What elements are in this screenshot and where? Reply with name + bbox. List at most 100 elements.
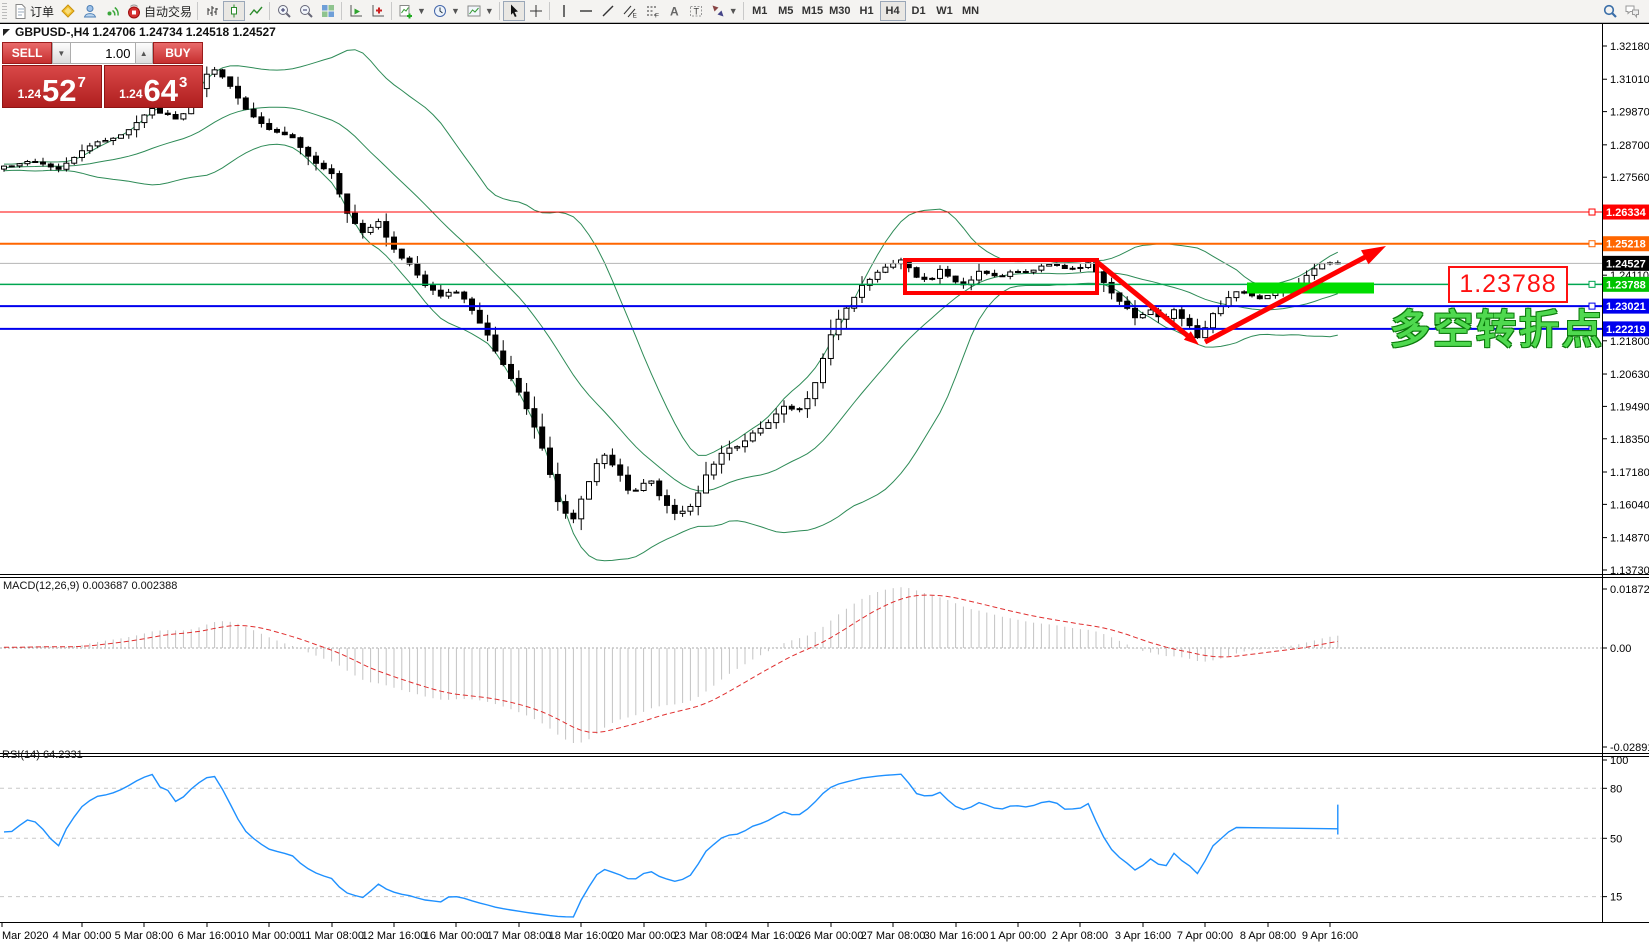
tile-windows-icon [320, 3, 336, 19]
timeframe-h1-button[interactable]: H1 [854, 1, 880, 21]
hline-1.25218[interactable] [0, 240, 1602, 248]
chat-button[interactable] [1621, 1, 1643, 21]
new-order-button[interactable]: 订单 [9, 1, 57, 21]
timeframe-m15-button[interactable]: M15 [799, 1, 826, 21]
timeframe-mn-button[interactable]: MN [958, 1, 984, 21]
timeframe-m30-button[interactable]: M30 [826, 1, 853, 21]
timeframe-m5-button[interactable]: M5 [773, 1, 799, 21]
templates-button[interactable]: ▼ [463, 1, 497, 21]
buy-price-prefix: 1.24 [119, 87, 143, 101]
draw-arrows-button[interactable]: ▼ [707, 1, 741, 21]
trend-zigzag-arrows[interactable] [1095, 246, 1386, 345]
timeframe-d1-button[interactable]: D1 [906, 1, 932, 21]
gem-icon [60, 3, 76, 19]
hline-1.22219[interactable] [0, 325, 1602, 333]
label-icon: T [688, 3, 704, 19]
auto-scroll-button[interactable] [345, 1, 367, 21]
macd-main-value: 0.003687 [82, 580, 129, 592]
one-click-trading-panel: SELL ▼ ▲ BUY 1.24 52 7 1.24 64 3 [2, 42, 203, 108]
chart-shift-button[interactable] [367, 1, 389, 21]
toolbar-grip[interactable] [2, 3, 7, 19]
bar-chart-button[interactable] [201, 1, 223, 21]
signals-button[interactable] [101, 1, 123, 21]
time-tick-label: 26 Mar 00:00 [799, 930, 864, 942]
signals-icon [104, 3, 120, 19]
trendline-icon [600, 3, 616, 19]
zoom-in-button[interactable] [273, 1, 295, 21]
zoom-in-icon [276, 3, 292, 19]
zoom-out-button[interactable] [295, 1, 317, 21]
price-axis[interactable]: 1.321801.310101.298701.287001.275601.241… [1602, 23, 1649, 922]
time-tick-label: 30 Mar 16:00 [924, 930, 989, 942]
cursor-icon [506, 3, 522, 19]
volume-increase-button[interactable]: ▲ [134, 42, 153, 64]
chevron-down-icon[interactable]: ▼ [484, 6, 494, 16]
volume-decrease-button[interactable]: ▼ [52, 42, 71, 64]
rsi-axis-label: 80 [1610, 783, 1622, 795]
timeframe-m1-button[interactable]: M1 [747, 1, 773, 21]
time-tick-label: 17 Mar 08:00 [487, 930, 552, 942]
rsi-indicator-label: RSI(14) 64.2331 [2, 749, 83, 761]
draw-text-button[interactable]: A [663, 1, 685, 21]
time-tick-label: 5 Mar 08:00 [115, 930, 174, 942]
new-order-icon [12, 3, 28, 19]
chevron-down-icon[interactable]: ▼ [728, 6, 738, 16]
price-badge [1603, 276, 1649, 292]
time-axis[interactable]: Mar 2020 4 Mar 00:00 5 Mar 08:00 6 Mar 16:0… [0, 922, 1649, 942]
price-badge [1603, 255, 1649, 271]
cursor-button[interactable] [502, 1, 525, 21]
price-badge-label: 1.25218 [1606, 239, 1646, 251]
line-chart-icon [248, 3, 264, 19]
draw-trendline-button[interactable] [597, 1, 619, 21]
candlestick-chart-button[interactable] [223, 1, 246, 21]
draw-fibonacci-button[interactable]: F [641, 1, 663, 21]
price-tick-label: 1.21800 [1610, 336, 1649, 348]
timeframe-w1-button[interactable]: W1 [932, 1, 958, 21]
autotrading-icon [126, 3, 142, 19]
profile-icon [82, 3, 98, 19]
price-badge-label: 1.23788 [1606, 279, 1646, 291]
tile-windows-button[interactable] [317, 1, 339, 21]
autotrading-button[interactable]: 自动交易 [123, 1, 195, 21]
draw-horizontal-line-button[interactable] [575, 1, 597, 21]
draw-vertical-line-button[interactable] [553, 1, 575, 21]
buy-button[interactable]: BUY [152, 42, 203, 64]
price-tick-label: 1.19490 [1610, 401, 1649, 413]
vertical-line-icon [556, 3, 572, 19]
toolbar-separator [269, 2, 271, 20]
hline-1.26334[interactable] [0, 208, 1602, 216]
time-tick-label: 11 Mar 08:00 [300, 930, 364, 942]
profile-button[interactable] [79, 1, 101, 21]
toolbar-separator [742, 2, 744, 20]
draw-equidistant-channel-button[interactable]: E [619, 1, 641, 21]
draw-label-button[interactable]: T [685, 1, 707, 21]
price-tick-label: 1.16040 [1610, 499, 1649, 511]
chevron-down-icon[interactable]: ▼ [417, 6, 426, 16]
price-badge-label: 1.26334 [1606, 207, 1647, 219]
price-callout-label[interactable]: 1.23788 [1448, 266, 1568, 303]
new-chart-button[interactable]: ▼ [395, 1, 429, 21]
time-tick-label: 6 Mar 16:00 [178, 930, 237, 942]
line-chart-button[interactable] [245, 1, 267, 21]
volume-input[interactable] [70, 42, 135, 64]
autotrading-label: 自动交易 [144, 4, 193, 19]
timeframe-h4-button[interactable]: H4 [879, 1, 906, 21]
sell-button[interactable]: SELL [2, 42, 53, 64]
chevron-down-icon[interactable]: ▼ [450, 6, 460, 16]
toolbar-separator [341, 2, 343, 20]
community-button[interactable] [57, 1, 79, 21]
search-button[interactable] [1599, 1, 1621, 21]
sell-price-panel[interactable]: 1.24 52 7 [2, 65, 102, 108]
crosshair-button[interactable] [525, 1, 547, 21]
hline-1.23021[interactable] [0, 302, 1602, 310]
turning-point-annotation[interactable]: 多空转折点 [1390, 307, 1605, 353]
consolidation-rectangle[interactable] [903, 258, 1099, 295]
periods-button[interactable]: ▼ [429, 1, 463, 21]
new-order-label: 订单 [30, 4, 55, 19]
collapse-arrow-icon[interactable] [3, 28, 10, 36]
time-tick-label: 16 Mar 00:00 [424, 930, 489, 942]
macd-signal-line [4, 594, 1338, 733]
buy-price-panel[interactable]: 1.24 64 3 [103, 65, 203, 108]
svg-text:E: E [632, 13, 637, 20]
